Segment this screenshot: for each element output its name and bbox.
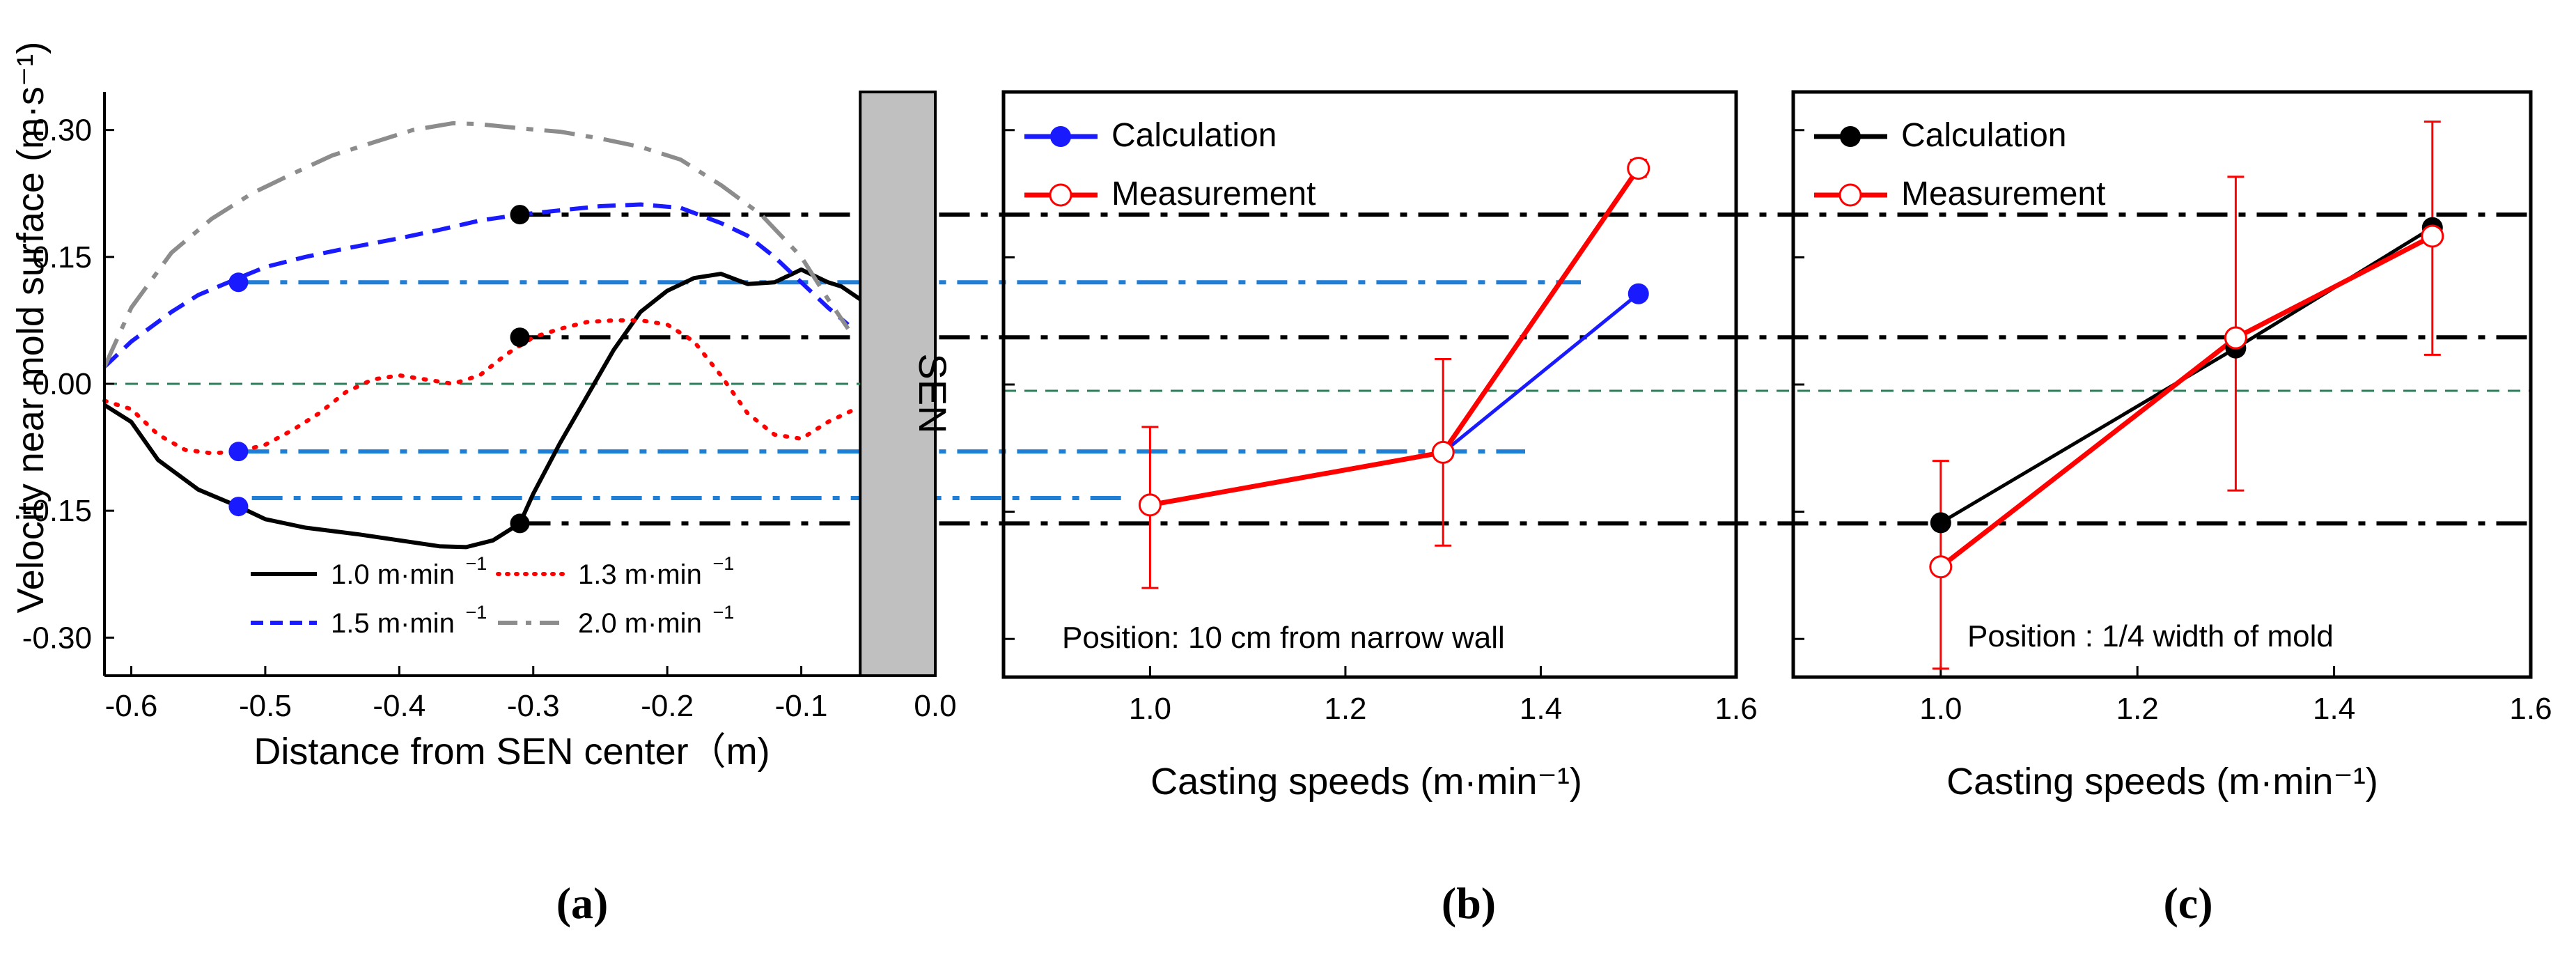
panel-a-label: (a)	[556, 878, 609, 928]
marker-point	[228, 497, 249, 517]
panel-b-label: (b)	[1442, 878, 1496, 928]
legend-superscript: −1	[713, 553, 735, 574]
panel-a-xlabel: Distance from SEN center（m)	[253, 731, 770, 773]
sen-box	[859, 91, 937, 677]
measurement-point	[2421, 224, 2444, 248]
legend-marker	[1049, 183, 1072, 207]
x-tick-label: 1.2	[2116, 692, 2159, 726]
x-tick-label: 1.6	[2509, 692, 2552, 726]
x-tick-label: -0.2	[641, 689, 694, 723]
panel-a: -0.6 -0.5 -0.4 -0.3 -0.2 -0.1 0.0 0.30 0.15 0.00 -…	[22, 91, 957, 723]
marker-point	[510, 327, 530, 348]
marker-point	[510, 513, 530, 534]
series-line-measurement	[1939, 233, 2434, 569]
x-tick-label: 1.4	[1520, 692, 1562, 726]
x-tick-label: -0.3	[507, 689, 560, 723]
measurement-point	[1627, 157, 1650, 180]
x-tick-label: -0.1	[775, 689, 828, 723]
panel-c: 1.0 1.2 1.4 1.6 Calculation Measurement	[1791, 90, 2552, 726]
y-tick-label: -0.30	[22, 621, 92, 655]
panel-b-xlabel: Casting speeds (m·min⁻¹)	[1150, 761, 1582, 802]
calculation-point	[1930, 512, 1951, 534]
y-tick-label: -0.15	[22, 494, 92, 528]
legend-label: 1.3 m·min	[578, 559, 702, 590]
measurement-point	[1929, 555, 1953, 579]
legend-label: Measurement	[1901, 176, 2105, 212]
legend-label: Measurement	[1111, 176, 1316, 212]
measurement-point	[1431, 440, 1455, 464]
legend-marker	[1050, 126, 1071, 147]
series-line-calculation	[1149, 292, 1640, 507]
legend-superscript: −1	[713, 602, 735, 623]
x-tick-label: 1.4	[2313, 692, 2355, 726]
measurement-point	[1138, 493, 1162, 517]
legend-superscript: −1	[466, 602, 487, 623]
marker-point	[510, 205, 530, 225]
legend-label: Calculation	[1111, 117, 1277, 154]
calculation-point	[1627, 283, 1649, 304]
marker-point	[228, 442, 249, 462]
legend-marker	[1839, 183, 1862, 207]
panel-a-ylabel: Velocity near mold surface (m·s⁻¹)	[10, 42, 52, 614]
y-tick-label: 0.00	[32, 367, 92, 401]
marker-point	[228, 272, 249, 293]
series-line-3	[102, 202, 850, 368]
legend-superscript: −1	[466, 553, 487, 574]
legend-label: 1.0 m·min	[331, 559, 455, 590]
x-tick-label: -0.6	[105, 689, 158, 723]
x-tick-label: -0.4	[373, 689, 426, 723]
legend-marker	[1840, 126, 1861, 147]
horizontal-guide-lines	[238, 212, 2531, 526]
legend-label: 1.5 m·min	[331, 608, 455, 639]
panel-c-annotation: Position : 1/4 width of mold	[1967, 619, 2334, 653]
y-tick-label: 0.30	[32, 114, 92, 148]
panel-c-label: (c)	[2163, 878, 2212, 928]
panel-b: 1.0 1.2 1.4 1.6 Calculation Measurement	[1001, 90, 1758, 726]
x-tick-label: 1.0	[1129, 692, 1171, 726]
series-line-2	[102, 318, 857, 456]
series-line-4	[102, 121, 850, 368]
x-tick-label: 1.0	[1919, 692, 1962, 726]
x-tick-label: 1.6	[1715, 692, 1757, 726]
x-tick-label: 1.2	[1324, 692, 1366, 726]
legend-label: 2.0 m·min	[578, 608, 702, 639]
measurement-point	[2224, 326, 2247, 350]
x-tick-label: 0.0	[914, 689, 956, 723]
legend-label: Calculation	[1901, 117, 2066, 154]
panel-c-xlabel: Casting speeds (m·min⁻¹)	[1946, 761, 2378, 802]
panel-b-annotation: Position: 10 cm from narrow wall	[1062, 621, 1505, 655]
x-tick-label: -0.5	[239, 689, 292, 723]
sen-label: SEN	[911, 353, 955, 433]
series-line-1	[103, 267, 861, 550]
y-tick-label: 0.15	[32, 240, 92, 274]
